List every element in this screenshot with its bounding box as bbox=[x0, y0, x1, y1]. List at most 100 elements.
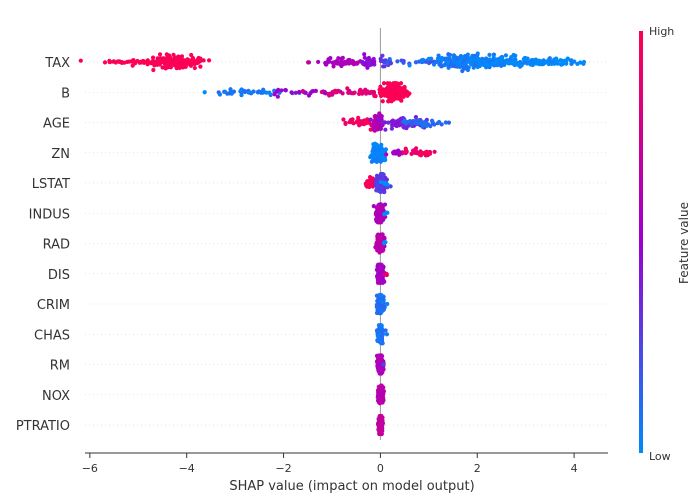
shap-point bbox=[386, 120, 391, 125]
shap-point bbox=[389, 119, 394, 124]
x-ticks: −6 −4 −2 0 2 4 bbox=[82, 453, 578, 475]
shap-point bbox=[382, 272, 387, 277]
shap-point bbox=[378, 426, 383, 431]
shap-point bbox=[272, 92, 277, 97]
shap-point bbox=[485, 63, 490, 68]
shap-point bbox=[409, 151, 414, 156]
shap-point bbox=[341, 117, 346, 122]
colorbar-high-label: High bbox=[649, 25, 674, 38]
shap-point bbox=[539, 59, 544, 64]
shap-point bbox=[264, 90, 269, 95]
shap-point bbox=[438, 60, 443, 65]
shap-point bbox=[365, 89, 370, 94]
shap-point bbox=[385, 301, 390, 307]
shap-point bbox=[572, 59, 577, 64]
shap-point bbox=[333, 90, 339, 95]
shap-point bbox=[376, 416, 381, 422]
shap-point bbox=[380, 119, 385, 124]
shap-point bbox=[380, 280, 385, 285]
feature-label-b: B bbox=[61, 86, 70, 101]
shap-point bbox=[198, 58, 203, 64]
shap-point bbox=[316, 59, 321, 65]
shap-point bbox=[371, 204, 376, 209]
shap-point bbox=[117, 59, 122, 64]
shap-point bbox=[368, 117, 373, 122]
shap-point bbox=[380, 331, 385, 336]
x-tick-label: 2 bbox=[474, 462, 481, 475]
shap-point bbox=[151, 67, 156, 73]
shap-point bbox=[372, 158, 378, 163]
shap-point bbox=[371, 90, 377, 95]
shap-point bbox=[343, 121, 348, 127]
shap-point bbox=[383, 157, 388, 163]
shap-point bbox=[374, 124, 379, 129]
shap-point bbox=[547, 56, 552, 61]
shap-point bbox=[569, 61, 574, 67]
colorbar-gradient bbox=[639, 31, 643, 453]
x-tick-label: −6 bbox=[82, 462, 98, 475]
shap-point bbox=[549, 59, 554, 64]
points-tax bbox=[78, 51, 587, 74]
x-tick-label: 0 bbox=[377, 462, 384, 475]
shap-point bbox=[206, 58, 212, 63]
x-tick-label: −2 bbox=[275, 462, 291, 475]
shap-point bbox=[368, 181, 373, 187]
shap-point bbox=[403, 146, 408, 151]
shap-point bbox=[395, 120, 400, 125]
shap-point bbox=[142, 60, 147, 65]
shap-point bbox=[405, 93, 410, 98]
shap-point bbox=[360, 119, 365, 124]
shap-point bbox=[327, 59, 332, 64]
shap-point bbox=[427, 151, 433, 156]
shap-point bbox=[420, 57, 426, 63]
shap-point bbox=[461, 62, 466, 67]
points-layer bbox=[78, 51, 587, 437]
shap-point bbox=[508, 60, 513, 65]
shap-point bbox=[487, 59, 492, 65]
shap-point bbox=[267, 90, 272, 95]
shap-point bbox=[410, 121, 415, 126]
shap-point bbox=[503, 53, 509, 58]
shap-point bbox=[378, 293, 383, 298]
shap-point bbox=[465, 56, 470, 61]
shap-point bbox=[401, 92, 406, 97]
feature-label-zn: ZN bbox=[51, 147, 70, 162]
shap-point bbox=[482, 59, 487, 64]
shap-point bbox=[575, 61, 580, 67]
shap-point bbox=[389, 123, 395, 128]
shap-point bbox=[446, 65, 451, 70]
shap-point bbox=[443, 62, 448, 67]
shap-point bbox=[487, 52, 492, 57]
shap-point bbox=[181, 60, 186, 65]
shap-point bbox=[471, 55, 476, 60]
shap-point bbox=[478, 59, 483, 64]
points-indus bbox=[371, 202, 390, 225]
shap-point bbox=[508, 57, 513, 62]
shap-point bbox=[413, 120, 419, 125]
points-chas bbox=[374, 323, 390, 346]
points-nox bbox=[375, 383, 387, 406]
shap-point bbox=[380, 99, 385, 104]
feature-label-lstat: LSTAT bbox=[32, 177, 70, 192]
shap-point bbox=[389, 126, 395, 131]
shap-point bbox=[160, 65, 165, 70]
shap-point bbox=[202, 90, 207, 95]
points-b bbox=[202, 81, 412, 104]
shap-point bbox=[339, 63, 344, 69]
shap-point bbox=[372, 141, 378, 146]
shap-point bbox=[376, 356, 382, 361]
shap-point bbox=[558, 58, 563, 63]
shap-point bbox=[102, 60, 108, 65]
shap-point bbox=[355, 60, 360, 65]
shap-point bbox=[279, 88, 284, 93]
points-lstat bbox=[363, 171, 393, 195]
shap-point bbox=[383, 147, 389, 152]
shap-point bbox=[275, 94, 280, 99]
shap-point bbox=[394, 81, 399, 86]
shap-point bbox=[217, 92, 223, 97]
shap-point bbox=[378, 383, 384, 388]
shap-point bbox=[383, 127, 388, 132]
shap-point bbox=[378, 176, 383, 181]
shap-point bbox=[385, 61, 390, 66]
